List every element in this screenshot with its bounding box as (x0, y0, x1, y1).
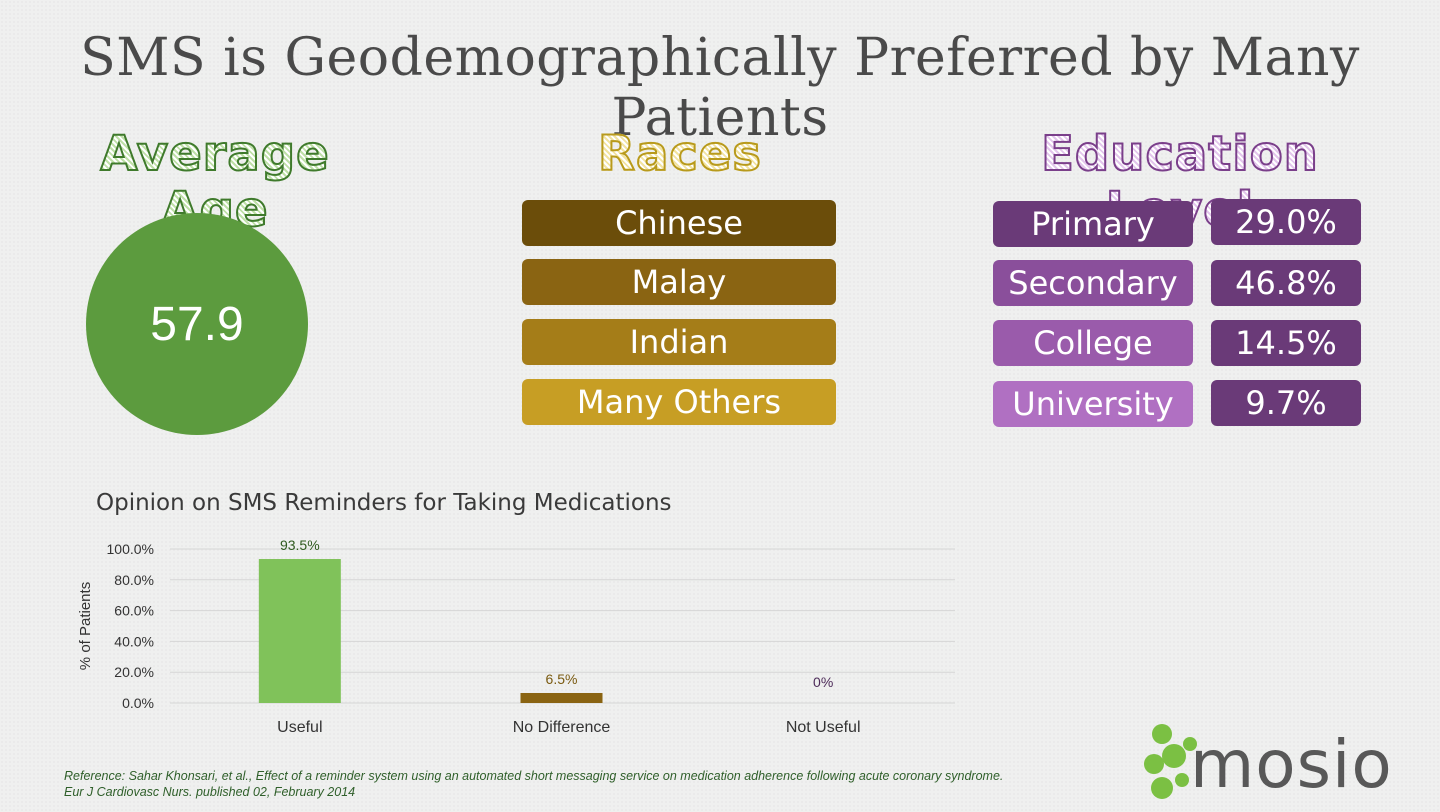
slide-title: SMS is Geodemographically Preferred by M… (80, 28, 1360, 148)
y-tick-label: 20.0% (114, 664, 154, 680)
education-value: 9.7% (1245, 384, 1327, 422)
education-value: 29.0% (1235, 203, 1337, 241)
education-value-primary: 29.0% (1211, 199, 1361, 245)
education-label: College (1033, 324, 1153, 362)
y-tick-label: 40.0% (114, 633, 154, 649)
race-pill-indian: Indian (522, 319, 836, 365)
average-age-circle: 57.9 (86, 213, 308, 435)
x-tick-label: No Difference (513, 719, 611, 736)
bar-useful (258, 559, 341, 703)
education-label-primary: Primary (993, 201, 1193, 247)
race-label: Malay (631, 263, 727, 301)
race-label: Many Others (576, 383, 782, 421)
x-tick-label: Useful (277, 719, 322, 736)
data-label: 93.5% (280, 537, 320, 553)
opinion-bar-chart: 0.0% 20.0% 40.0% 60.0% 80.0% 100.0% % of Patie… (77, 537, 955, 736)
education-value: 14.5% (1235, 324, 1337, 362)
reference-line-1: Reference: Sahar Khonsari, et al., Effec… (64, 769, 1004, 783)
reference-text: Reference: Sahar Khonsari, et al., Effec… (64, 768, 1003, 800)
mosio-logo (1144, 724, 1197, 799)
data-label: 6.5% (546, 671, 578, 687)
chart-title: Opinion on SMS Reminders for Taking Medi… (96, 490, 672, 516)
education-value: 46.8% (1235, 264, 1337, 302)
y-tick-label: 80.0% (114, 572, 154, 588)
mosio-logo-text: mosio (1190, 726, 1393, 803)
bar-no-difference (520, 692, 603, 703)
education-value-secondary: 46.8% (1211, 260, 1361, 306)
x-tick-label: Not Useful (786, 719, 861, 736)
education-value-university: 9.7% (1211, 380, 1361, 426)
education-value-college: 14.5% (1211, 320, 1361, 366)
data-label: 0% (813, 674, 833, 690)
y-tick-label: 0.0% (122, 695, 154, 711)
reference-line-2: Eur J Cardiovasc Nurs. published 02, Feb… (64, 785, 356, 799)
race-pill-chinese: Chinese (522, 200, 836, 246)
y-tick-label: 100.0% (107, 541, 154, 557)
molecule-icon (1144, 724, 1197, 799)
education-label: Primary (1031, 205, 1155, 243)
y-tick-label: 60.0% (114, 603, 154, 619)
average-age-value: 57.9 (150, 297, 244, 351)
education-label: University (1012, 385, 1174, 423)
y-axis-label: % of Patients (77, 582, 94, 670)
education-label: Secondary (1008, 264, 1178, 302)
education-label-college: College (993, 320, 1193, 366)
race-pill-many-others: Many Others (522, 379, 836, 425)
races-heading: Races (560, 125, 800, 183)
race-pill-malay: Malay (522, 259, 836, 305)
race-label: Chinese (615, 204, 743, 242)
race-label: Indian (629, 323, 729, 361)
education-label-secondary: Secondary (993, 260, 1193, 306)
education-label-university: University (993, 381, 1193, 427)
